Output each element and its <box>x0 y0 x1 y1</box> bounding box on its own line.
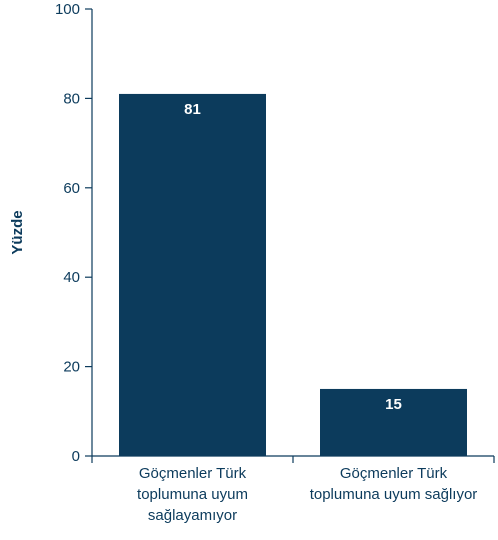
y-tick-label: 60 <box>63 180 80 197</box>
y-tick-label: 80 <box>63 90 80 107</box>
x-category-label: Göçmenler Türk <box>139 465 247 482</box>
x-category-label: toplumuna uyum <box>137 486 248 503</box>
data-label: 15 <box>385 396 402 413</box>
y-axis-label: Yüzde <box>9 210 26 254</box>
y-tick-label: 40 <box>63 269 80 286</box>
x-category-label: toplumuna uyum sağlıyor <box>310 486 478 503</box>
data-label: 81 <box>184 101 201 118</box>
y-tick-label: 0 <box>72 448 80 465</box>
y-tick-label: 20 <box>63 359 80 376</box>
x-category-label: Göçmenler Türk <box>340 465 448 482</box>
bar <box>119 93 266 457</box>
y-tick-label: 100 <box>55 1 80 18</box>
bar <box>320 388 467 456</box>
x-category-label: sağlayamıyor <box>148 507 237 524</box>
